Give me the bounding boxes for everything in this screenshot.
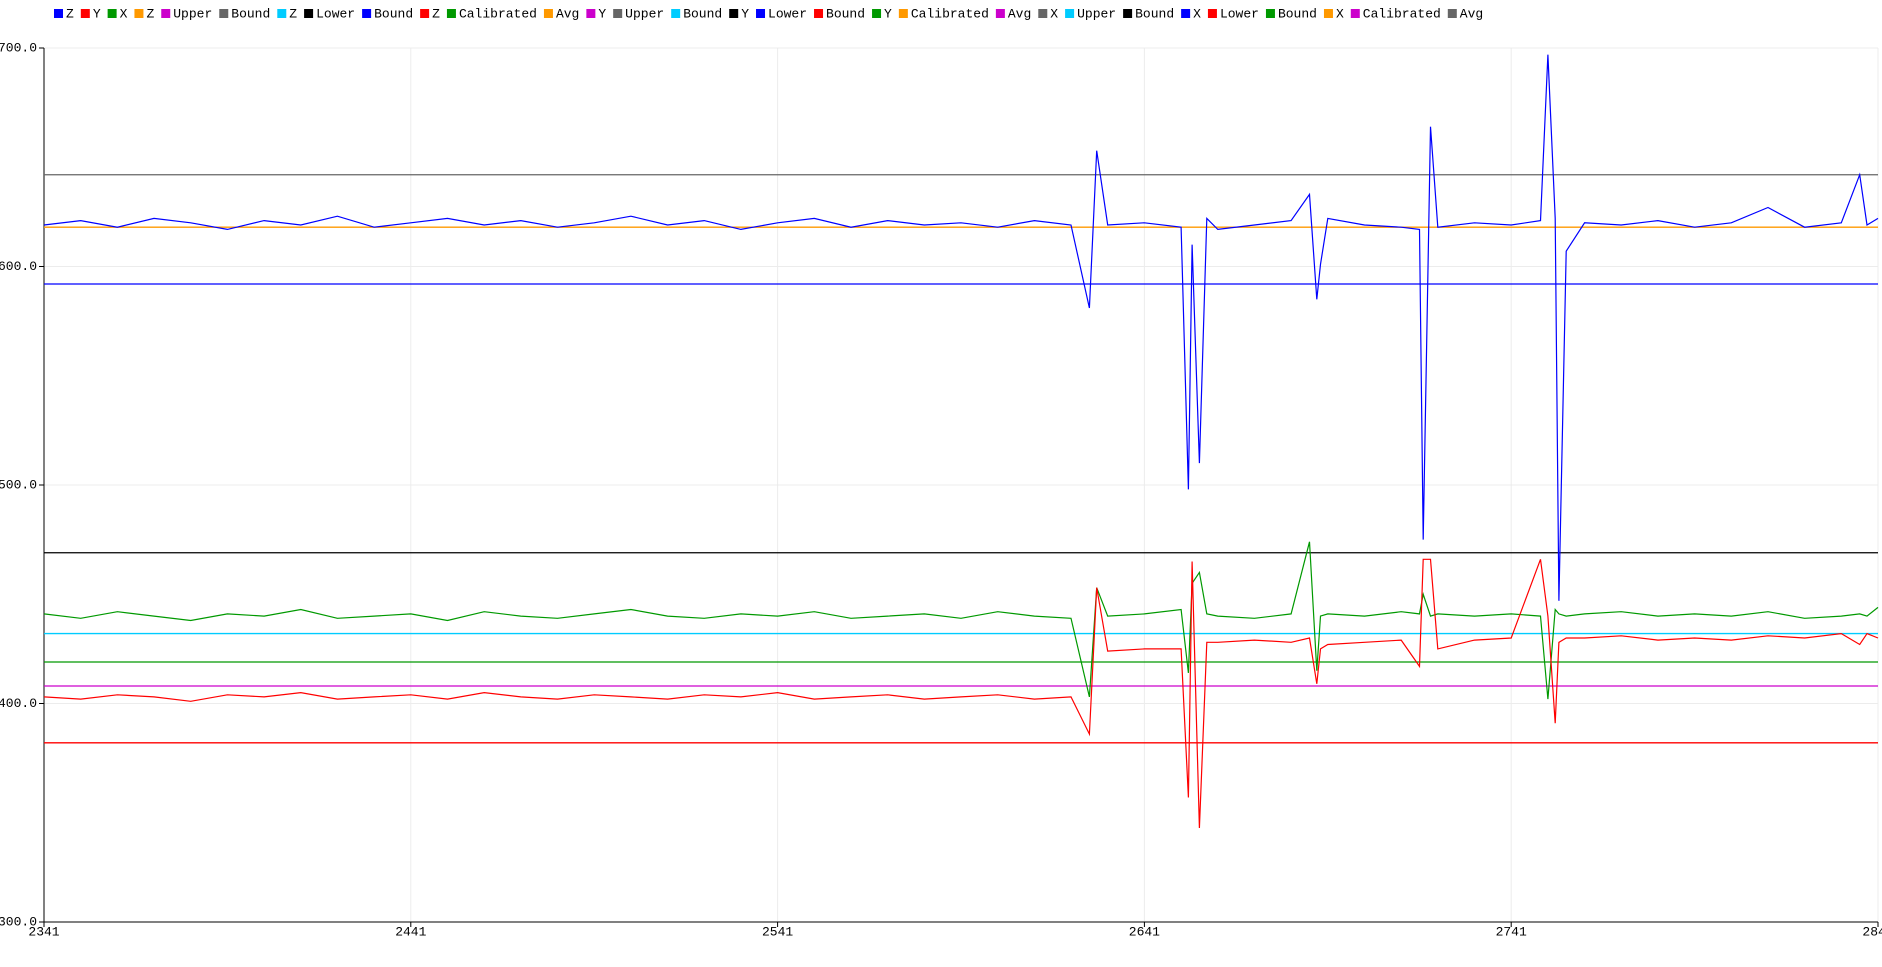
legend-label: Bound [374,6,413,21]
legend-label: Bound [231,6,270,21]
legend-swatch [814,9,824,18]
legend-label: Y [741,6,749,21]
legend-label: Lower [316,6,355,21]
legend-label: Z [289,6,297,21]
legend-swatch [1065,9,1075,18]
legend-label: Upper [1077,6,1116,21]
legend-swatch [995,9,1005,18]
legend-label: Bound [1278,6,1317,21]
legend-label: Y [884,6,892,21]
legend-label: Y [93,6,101,21]
legend-label: Avg [556,6,579,21]
x-tick-label: 2741 [1496,924,1527,939]
legend-swatch [80,9,90,18]
legend-swatch [671,9,681,18]
y-tick-label: 700.0 [0,40,37,55]
legend-swatch [613,9,623,18]
legend-swatch [872,9,882,18]
legend-swatch [107,9,117,18]
y-tick-label: 600.0 [0,259,37,274]
legend-swatch [1181,9,1191,18]
legend-label: Z [66,6,74,21]
x-tick-label: 2641 [1129,924,1160,939]
legend-label: Y [598,6,606,21]
series-line [43,54,1879,601]
legend-swatch [729,9,739,18]
series-line [43,558,1879,829]
legend-label: Z [432,6,440,21]
legend-swatch [1207,9,1217,18]
legend-swatch [446,9,456,18]
legend-swatch [134,9,144,18]
legend-label: X [1050,6,1058,21]
legend-label: Bound [826,6,865,21]
legend-label: Upper [173,6,212,21]
legend-label: Z [146,6,154,21]
x-tick-label: 2441 [395,924,426,939]
legend-swatch [420,9,430,18]
legend-label: Calibrated [911,6,989,21]
legend-swatch [54,9,63,18]
legend-swatch [1265,9,1275,18]
x-tick-label: 2541 [762,924,793,939]
legend-swatch [277,9,287,18]
legend-swatch [1123,9,1133,18]
legend-label: Bound [1135,6,1174,21]
legend-swatch [1350,9,1360,18]
legend-label: Lower [768,6,807,21]
legend-swatch [219,9,229,18]
legend-label: X [1193,6,1201,21]
legend-label: X [1336,6,1344,21]
legend-swatch [586,9,596,18]
legend-label: X [120,6,128,21]
legend-label: Bound [683,6,722,21]
y-tick-label: 500.0 [0,477,37,492]
legend-swatch [1038,9,1048,18]
x-tick-label: 2841 [1862,924,1882,939]
y-tick-label: 400.0 [0,696,37,711]
legend-swatch [1447,9,1457,18]
legend-swatch [543,9,553,18]
x-tick-label: 2341 [28,924,59,939]
legend-swatch [756,9,766,18]
legend-swatch [362,9,372,18]
series-line [43,541,1879,700]
legend-label: Calibrated [459,6,537,21]
legend-swatch [898,9,908,18]
legend-label: Calibrated [1363,6,1441,21]
legend-label: Upper [625,6,664,21]
legend-swatch [304,9,314,18]
legend-swatch [1323,9,1333,18]
legend-label: Avg [1008,6,1031,21]
y-tick-label: 300.0 [0,914,37,929]
legend-label: Avg [1460,6,1483,21]
legend-swatch [161,9,171,18]
legend-label: Lower [1220,6,1259,21]
